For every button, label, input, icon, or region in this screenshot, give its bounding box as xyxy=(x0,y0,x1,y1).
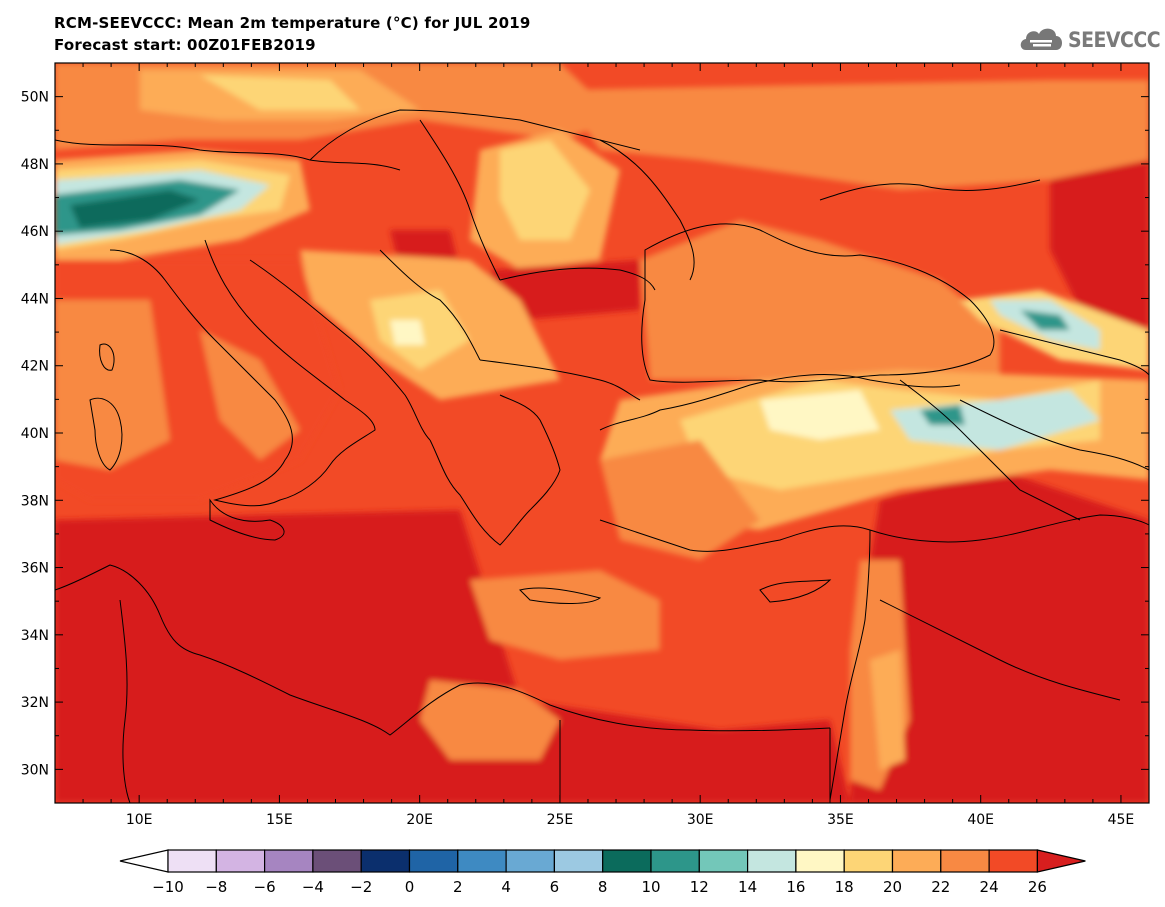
colorbar-swatch xyxy=(457,849,507,873)
lat-tick-label: 30N xyxy=(21,762,49,778)
lon-tick-label: 40E xyxy=(967,812,994,828)
lat-tick-label: 50N xyxy=(21,90,49,106)
lat-tick-label: 40N xyxy=(21,426,49,442)
lat-tick-label: 32N xyxy=(21,695,49,711)
colorbar-swatch xyxy=(360,849,411,873)
lat-tick-label: 44N xyxy=(21,291,49,307)
lon-tick-label: 15E xyxy=(266,812,293,828)
colorbar-swatch xyxy=(505,849,556,873)
colorbar-level-label: 20 xyxy=(883,878,902,896)
colorbar-swatch xyxy=(167,849,217,873)
temperature-field xyxy=(55,63,1149,803)
colorbar-level-label: −2 xyxy=(350,878,372,896)
colorbar-swatch xyxy=(746,849,797,873)
colorbar-swatch xyxy=(215,849,266,873)
colorbar-level-label: 2 xyxy=(453,878,463,896)
colorbar-swatch xyxy=(264,849,314,873)
colorbar: −10 −8 −6 −4 −2 0 2 4 6 8 10 12 14 16 18 20 22 24 26 xyxy=(119,849,1086,896)
coastlines xyxy=(55,109,1149,803)
logo-text: SEEVCCC xyxy=(1068,28,1161,52)
colorbar-extend-low xyxy=(119,849,169,873)
colorbar-swatch xyxy=(940,849,990,873)
colorbar-level-label: 22 xyxy=(931,878,950,896)
colorbar-level-label: 6 xyxy=(550,878,560,896)
colorbar-extend-high xyxy=(1036,849,1086,873)
colorbar-swatch xyxy=(843,849,894,873)
lon-tick-label: 10E xyxy=(126,812,153,828)
colorbar-level-label: 24 xyxy=(980,878,999,896)
colorbar-level-label: 4 xyxy=(501,878,511,896)
colorbar-level-label: 14 xyxy=(738,878,757,896)
colorbar-level-label: −8 xyxy=(205,878,227,896)
colorbar-swatch xyxy=(312,849,362,873)
colorbar-swatch xyxy=(553,849,604,873)
colorbar-level-label: 0 xyxy=(405,878,415,896)
lat-tick-label: 34N xyxy=(21,628,49,644)
lat-tick-label: 46N xyxy=(21,224,49,240)
lon-tick-label: 20E xyxy=(406,812,433,828)
colorbar-level-label: −10 xyxy=(152,878,184,896)
lon-tick-label: 35E xyxy=(827,812,854,828)
colorbar-level-label: 10 xyxy=(641,878,660,896)
lon-tick-label: 30E xyxy=(687,812,714,828)
lat-tick-label: 42N xyxy=(21,359,49,375)
colorbar-level-label: −6 xyxy=(254,878,276,896)
colorbar-swatch xyxy=(988,849,1038,873)
colorbar-level-label: 26 xyxy=(1028,878,1047,896)
latitude-axis: 30N 32N 34N 36N 38N 40N 42N 44N 46N 48N 50N xyxy=(21,62,1149,804)
cloud-logo-icon xyxy=(1020,28,1062,50)
forecast-start-label: Forecast start: 00Z01FEB2019 xyxy=(54,36,316,54)
colorbar-level-label: 16 xyxy=(786,878,805,896)
seevccc-logo: SEEVCCC xyxy=(1018,22,1161,56)
lat-tick-label: 36N xyxy=(21,561,49,577)
lon-tick-label: 25E xyxy=(547,812,574,828)
lat-tick-label: 48N xyxy=(21,157,49,173)
colorbar-swatch xyxy=(602,849,652,873)
map-title: RCM-SEEVCCC: Mean 2m temperature (°C) fo… xyxy=(54,14,531,32)
lon-tick-label: 45E xyxy=(1108,812,1135,828)
colorbar-swatch xyxy=(891,849,942,873)
colorbar-swatch xyxy=(408,849,459,873)
colorbar-level-label: 12 xyxy=(690,878,709,896)
colorbar-level-label: −4 xyxy=(302,878,324,896)
lat-tick-label: 38N xyxy=(21,493,49,509)
colorbar-level-label: 8 xyxy=(598,878,608,896)
colorbar-swatch xyxy=(698,849,749,873)
colorbar-level-label: 18 xyxy=(835,878,854,896)
longitude-axis: 10E 15E 20E 25E 30E 35E 40E 45E xyxy=(54,63,1150,828)
colorbar-swatch xyxy=(650,849,700,873)
colorbar-swatch xyxy=(795,849,845,873)
